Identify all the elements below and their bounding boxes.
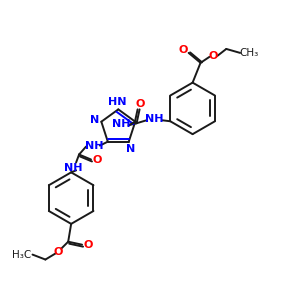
Text: NH: NH: [85, 141, 103, 151]
Text: O: O: [136, 99, 145, 110]
Text: H₃C: H₃C: [12, 250, 31, 260]
Text: NH: NH: [64, 164, 82, 173]
Text: NH: NH: [112, 119, 130, 129]
Text: CH₃: CH₃: [239, 48, 259, 58]
Text: N: N: [126, 144, 135, 154]
Text: NH: NH: [145, 114, 164, 124]
Text: O: O: [179, 45, 188, 55]
Text: O: O: [92, 155, 102, 166]
Text: O: O: [54, 247, 63, 256]
Text: O: O: [209, 51, 218, 61]
Text: HN: HN: [108, 98, 127, 107]
Text: N: N: [90, 115, 99, 125]
Text: O: O: [83, 240, 93, 250]
